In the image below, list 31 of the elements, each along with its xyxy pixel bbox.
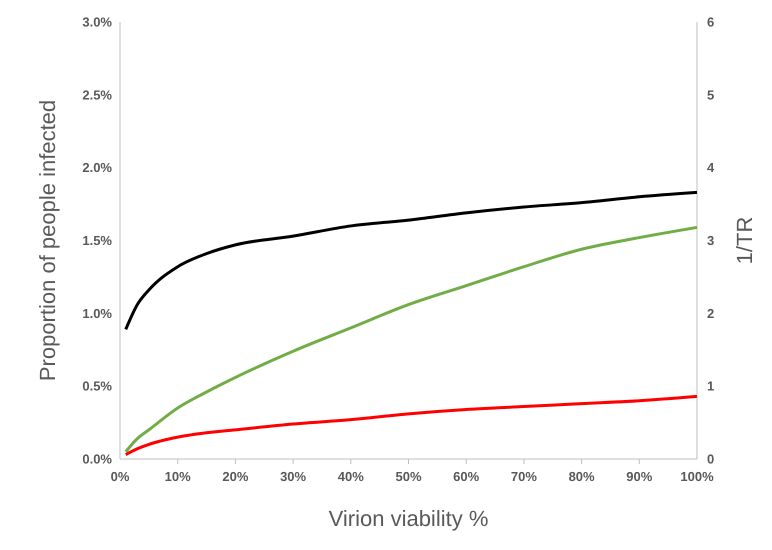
y-axis-title: Proportion of people infected [35,100,60,382]
x-axis-title: Virion viability % [328,506,488,531]
y-tick-label: 1.0% [82,306,112,321]
x-tick-label: 90% [626,469,653,484]
y2-tick-label: 0 [707,452,714,466]
y2-tick-label: 2 [707,306,714,321]
y2-axis-title: 1/TR [732,216,757,264]
x-tick-label: 50% [395,469,422,484]
line-series [124,190,698,331]
x-tick-label: 30% [280,469,307,484]
y2-tick-label: 5 [707,87,714,102]
y2-tick-label: 3 [707,233,714,248]
x-tick-label: 60% [453,469,480,484]
x-tick-label: 80% [568,469,596,484]
y-tick-label: 2.5% [82,87,112,102]
y2-tick-label: 4 [707,160,715,176]
y-tick-label: 2.0% [82,160,112,176]
y-tick-label: 1.5% [82,233,112,248]
y-tick-label: 3.0% [82,14,112,30]
x-tick-label: 10% [164,469,192,484]
y2-tick-label: 1 [707,378,714,394]
x-tick-label: 40% [338,469,364,484]
y-tick-label: 0.5% [82,378,112,394]
line-series [124,226,698,454]
x-tick-label: 20% [222,469,249,484]
x-tick-label: 70% [510,469,538,484]
line-series [124,394,698,456]
y2-tick-label: 6 [707,14,714,30]
y-tick-label: 0.0% [82,452,112,466]
x-tick-label: 100% [680,469,714,484]
x-tick-label: 0% [110,469,130,484]
